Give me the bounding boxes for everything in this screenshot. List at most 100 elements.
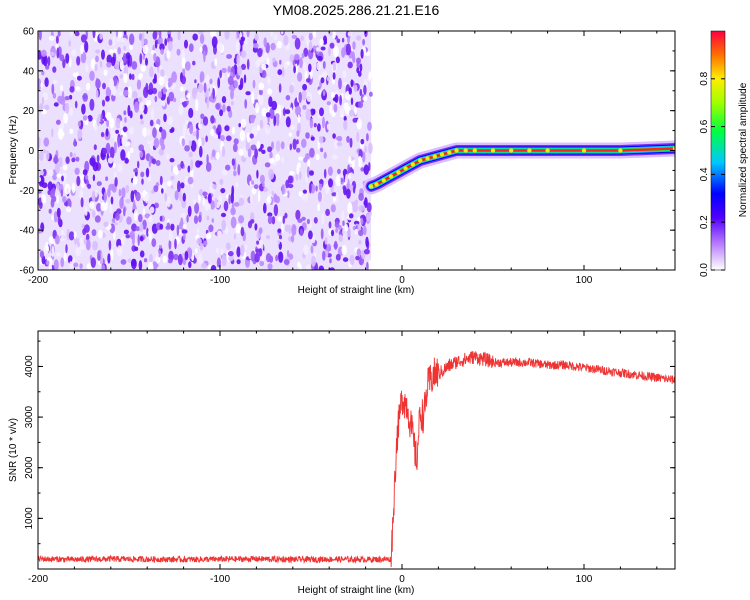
noise-blob (262, 181, 265, 188)
noise-blob (161, 100, 166, 107)
noise-blob (341, 92, 344, 100)
noise-blob (64, 102, 70, 114)
noise-blob (321, 212, 325, 225)
noise-blob (156, 250, 159, 263)
noise-blob (331, 192, 338, 197)
noise-blob (96, 181, 102, 187)
noise-blob (360, 138, 365, 145)
noise-blob (51, 245, 55, 258)
noise-blob (102, 82, 106, 90)
noise-blob (319, 38, 324, 46)
noise-blob (182, 257, 187, 266)
noise-blob (155, 160, 161, 166)
ridge-peak (490, 148, 496, 153)
noise-blob (287, 175, 293, 184)
noise-blob (308, 40, 313, 51)
noise-blob (225, 135, 232, 142)
noise-blob (123, 207, 126, 217)
noise-blob (280, 223, 284, 234)
noise-blob (366, 261, 369, 270)
noise-blob (351, 160, 355, 170)
noise-blob (272, 57, 276, 63)
noise-blob (249, 194, 253, 204)
noise-blob (181, 75, 186, 85)
noise-blob (256, 169, 259, 179)
noise-blob (151, 238, 157, 248)
noise-blob (135, 226, 141, 232)
noise-blob (271, 216, 276, 225)
noise-blob (183, 233, 186, 241)
noise-blob (339, 95, 342, 106)
noise-blob (277, 239, 280, 245)
noise-blob (91, 210, 96, 218)
noise-blob (333, 45, 339, 58)
noise-blob (320, 77, 325, 84)
noise-blob (359, 63, 363, 72)
noise-blob (322, 61, 326, 69)
noise-blob (182, 67, 186, 79)
noise-blob (85, 174, 89, 180)
ridge-peak (396, 170, 401, 175)
noise-blob (332, 31, 336, 39)
noise-blob (45, 150, 50, 161)
noise-blob (359, 254, 362, 265)
ridge-peak (581, 148, 587, 153)
ridge-peak (545, 148, 550, 153)
noise-blob (305, 132, 310, 139)
noise-blob (210, 128, 215, 136)
spectrogram-marks (38, 31, 675, 270)
noise-blob (227, 65, 231, 74)
noise-blob (107, 253, 111, 264)
noise-blob (261, 107, 267, 117)
noise-blob (217, 230, 222, 237)
noise-blob (76, 175, 81, 187)
noise-blob (60, 84, 64, 91)
noise-blob (329, 42, 335, 49)
noise-blob (316, 55, 323, 61)
noise-blob (211, 36, 218, 48)
noise-blob (49, 189, 55, 199)
noise-blob (184, 61, 191, 71)
noise-blob (90, 257, 97, 268)
noise-blob (277, 69, 283, 76)
noise-blob (179, 190, 182, 202)
noise-blob (47, 56, 51, 67)
snr-y-label: SNR (10 * v/v) (8, 418, 19, 482)
noise-blob (317, 89, 322, 95)
noise-blob (280, 31, 284, 35)
noise-blob (189, 124, 194, 135)
noise-blob (301, 52, 305, 59)
noise-blob (38, 137, 41, 149)
noise-blob (122, 126, 128, 133)
noise-blob (267, 146, 273, 153)
noise-blob (180, 160, 184, 169)
noise-blob (38, 227, 42, 234)
noise-blob (297, 218, 303, 223)
noise-blob (334, 94, 339, 103)
noise-blob (172, 165, 179, 175)
noise-blob (335, 253, 341, 261)
noise-blob (167, 259, 173, 264)
noise-blob (140, 114, 143, 120)
noise-blob (347, 164, 351, 174)
noise-blob (177, 180, 181, 193)
noise-blob (45, 260, 50, 266)
noise-blob (123, 65, 129, 76)
noise-blob (140, 120, 145, 125)
noise-blob (92, 174, 96, 182)
noise-blob (74, 167, 80, 175)
noise-blob (50, 198, 55, 208)
noise-blob (228, 255, 234, 262)
noise-blob (189, 166, 194, 178)
noise-blob (132, 199, 136, 210)
noise-blob (168, 239, 172, 250)
noise-blob (107, 157, 114, 164)
colorbar-tick-label: 0.8 (699, 71, 710, 85)
noise-blob (298, 91, 303, 103)
noise-blob (111, 217, 116, 223)
chart-title: YM08.2025.286.21.21.E16 (273, 2, 440, 18)
noise-blob (257, 48, 263, 58)
noise-blob (111, 56, 116, 67)
noise-blob (141, 178, 144, 185)
